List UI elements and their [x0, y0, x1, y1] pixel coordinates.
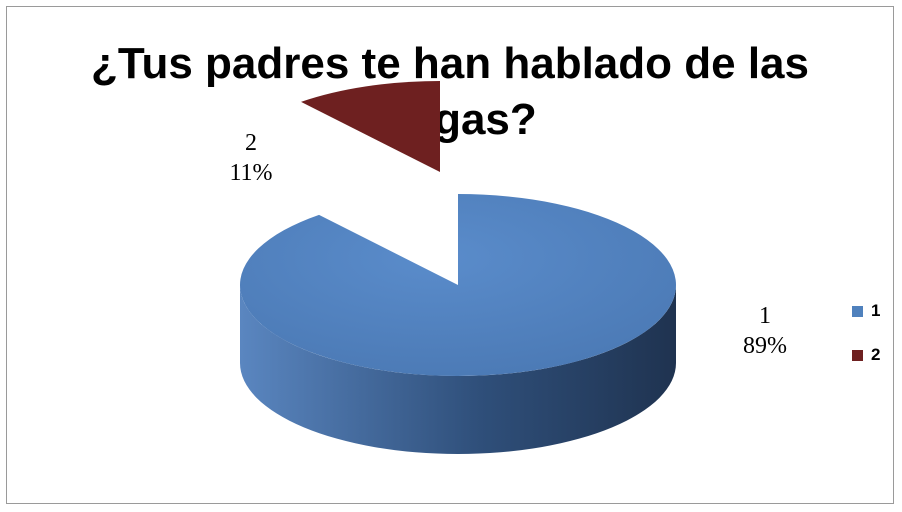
- data-label-2: 2 11%: [229, 130, 272, 186]
- pie-slice-1: [240, 194, 677, 454]
- chart-title: ¿Tus padres te han hablado de las drogas…: [90, 39, 809, 144]
- legend-swatch: [852, 349, 863, 361]
- legend-swatch: [852, 305, 863, 317]
- legend-label: 1: [871, 301, 881, 320]
- legend-item-1: 1: [852, 300, 880, 322]
- pie-slice-top: [240, 194, 677, 376]
- pie-slice-side: [240, 285, 676, 454]
- legend-item-2: 2: [852, 344, 880, 366]
- pie-slice-2: [301, 81, 440, 172]
- pie-slice-top: [301, 81, 440, 172]
- legend-label: 2: [871, 345, 881, 364]
- data-label-1: 1 89%: [743, 303, 787, 359]
